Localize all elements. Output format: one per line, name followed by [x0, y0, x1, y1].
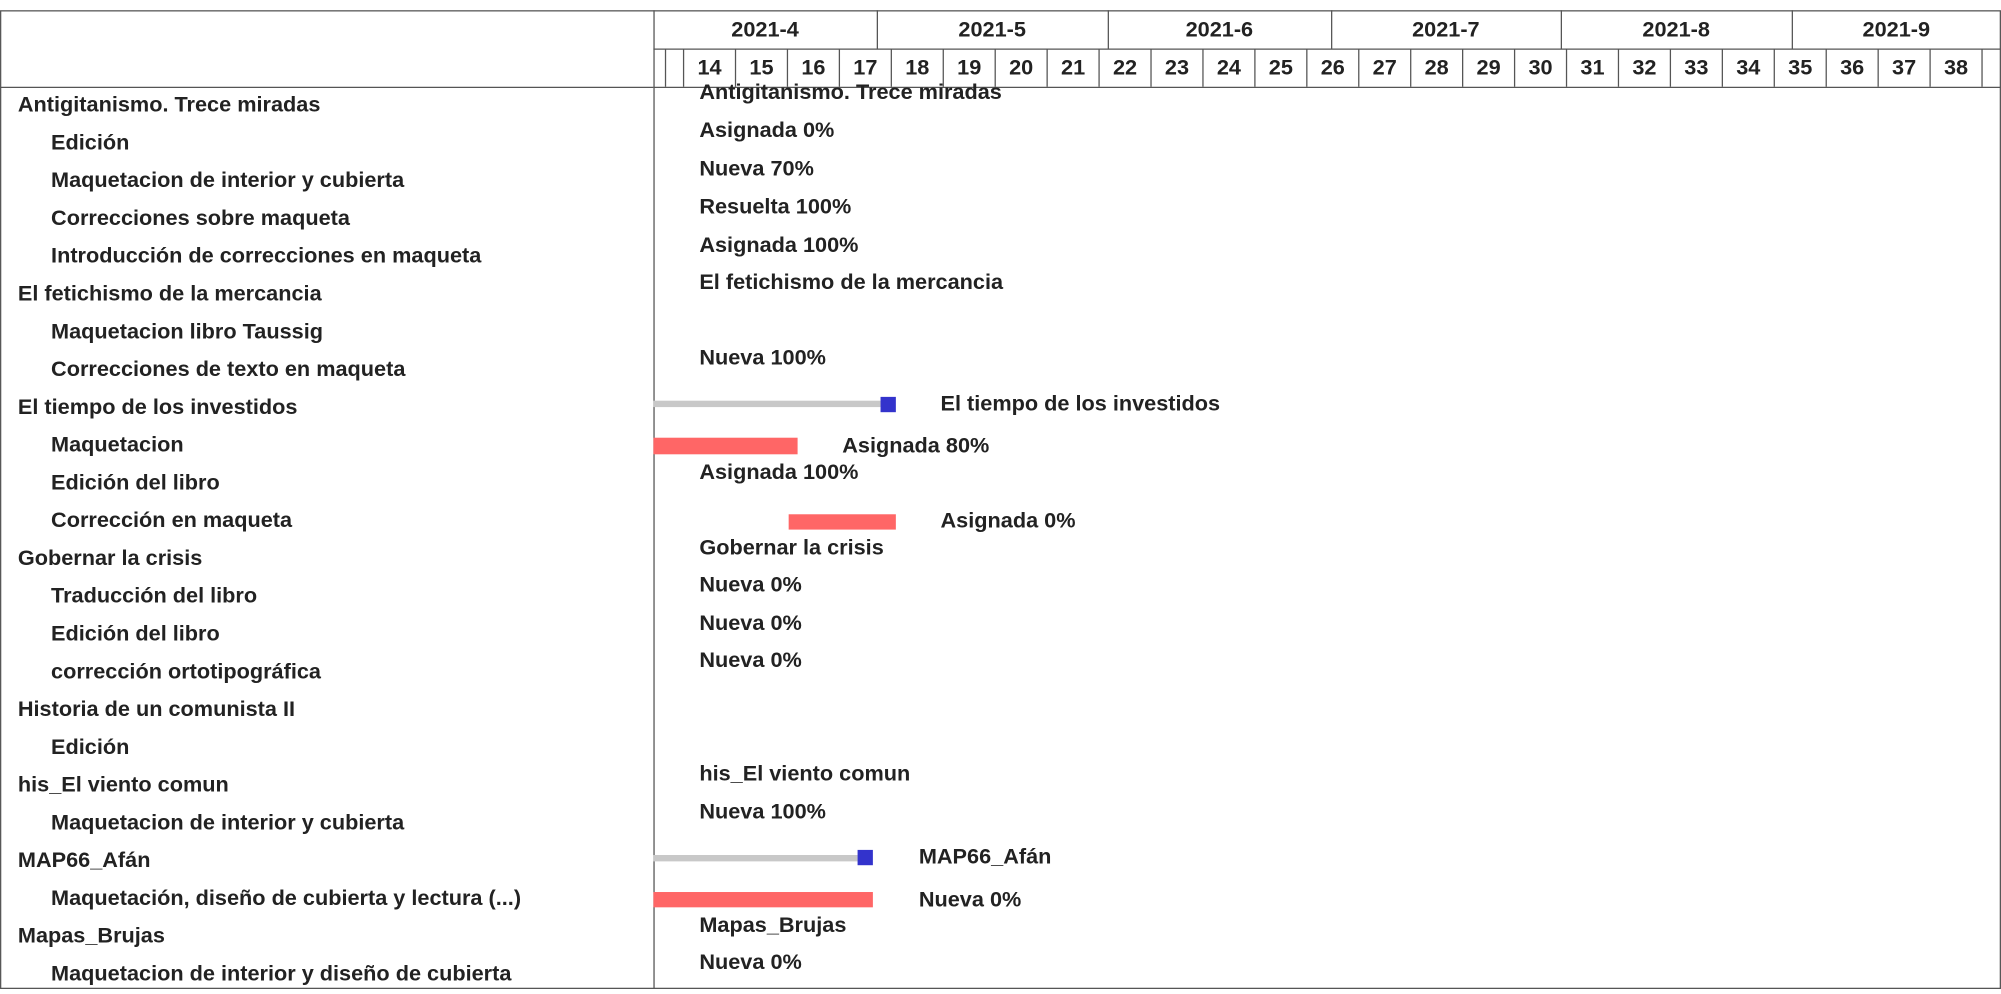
task-name: Edición del libro: [51, 620, 220, 645]
bar-label: Nueva 0%: [919, 887, 1021, 912]
bar-label: Resuelta 100%: [699, 194, 851, 219]
week-label: 31: [1580, 55, 1604, 80]
task-name: Correcciones sobre maqueta: [51, 205, 351, 230]
week-label: 38: [1944, 55, 1968, 80]
week-label: 16: [801, 55, 825, 80]
bar-label: his_El viento comun: [699, 760, 910, 785]
bar-label: Asignada 80%: [842, 432, 989, 457]
task-bar: [653, 892, 873, 908]
task-bar: [788, 514, 896, 530]
month-label: 2021-5: [958, 16, 1026, 41]
month-label: 2021-9: [1863, 16, 1931, 41]
task-name: Maquetacion de interior y diseño de cubi…: [51, 960, 512, 985]
bar-label: Nueva 70%: [699, 155, 814, 180]
task-name: Maquetacion libro Taussig: [51, 318, 323, 343]
bar-label: Asignada 0%: [941, 508, 1076, 533]
week-label: 33: [1684, 55, 1708, 80]
project-bar: [653, 400, 881, 408]
bar-label: Nueva 100%: [699, 799, 826, 824]
month-label: 2021-8: [1642, 16, 1710, 41]
bar-label: Asignada 0%: [699, 117, 834, 142]
task-name: Traducción del libro: [51, 583, 257, 608]
bar-label: El tiempo de los investidos: [941, 390, 1221, 415]
week-label: 35: [1788, 55, 1812, 80]
week-label: 18: [905, 55, 929, 80]
task-name: Maquetacion de interior y cubierta: [51, 809, 405, 834]
bar-label: Antigitanismo. Trece miradas: [699, 79, 1002, 104]
week-label: 25: [1269, 55, 1293, 80]
task-name: Edición: [51, 734, 129, 759]
week-label: 21: [1061, 55, 1085, 80]
week-label: 17: [853, 55, 877, 80]
task-name: Maquetacion: [51, 432, 184, 457]
month-label: 2021-6: [1186, 16, 1254, 41]
week-label: 15: [749, 55, 773, 80]
week-label: 37: [1892, 55, 1916, 80]
bar-label: Asignada 100%: [699, 459, 858, 484]
week-label: 32: [1632, 55, 1656, 80]
bar-label: Gobernar la crisis: [699, 534, 883, 559]
week-label: 19: [957, 55, 981, 80]
month-label: 2021-4: [731, 16, 799, 41]
task-name: Correcciones de texto en maqueta: [51, 356, 406, 381]
task-bar: [653, 437, 798, 455]
week-label: 24: [1217, 55, 1241, 80]
version-marker: [880, 396, 896, 413]
bar-label: Nueva 0%: [699, 610, 801, 635]
week-label: 26: [1321, 55, 1345, 80]
task-name: Edición: [51, 129, 129, 154]
project-name: Historia de un comunista II: [18, 696, 295, 721]
week-label: 29: [1477, 55, 1501, 80]
project-name: El fetichismo de la mercancia: [18, 281, 323, 306]
task-name: Introducción de correcciones en maqueta: [51, 243, 482, 268]
task-name: Edición del libro: [51, 469, 220, 494]
task-name: Maquetacion de interior y cubierta: [51, 167, 405, 192]
project-name: Antigitanismo. Trece miradas: [18, 92, 321, 117]
frame: [0, 10, 2001, 989]
project-name: Gobernar la crisis: [18, 545, 202, 570]
project-name: his_El viento comun: [18, 772, 229, 797]
week-label: 36: [1840, 55, 1864, 80]
week-label: 34: [1736, 55, 1760, 80]
task-name: corrección ortotipográfica: [51, 658, 322, 683]
bar-label: Nueva 100%: [699, 344, 826, 369]
bar-label: MAP66_Afán: [919, 843, 1052, 868]
week-label: 23: [1165, 55, 1189, 80]
month-label: 2021-7: [1412, 16, 1480, 41]
bar-label: Asignada 100%: [699, 232, 858, 257]
task-name: Corrección en maqueta: [51, 507, 293, 532]
version-marker: [857, 849, 873, 866]
bar-label: Nueva 0%: [699, 647, 801, 672]
week-label: 27: [1373, 55, 1397, 80]
project-name: El tiempo de los investidos: [18, 394, 298, 419]
week-label: 22: [1113, 55, 1137, 80]
week-label: 20: [1009, 55, 1033, 80]
task-name: Maquetación, diseño de cubierta y lectur…: [51, 885, 521, 910]
bar-label: Nueva 0%: [699, 571, 801, 596]
week-label: 30: [1528, 55, 1552, 80]
week-label: 28: [1425, 55, 1449, 80]
project-bar: [653, 855, 858, 862]
bar-label: Nueva 0%: [699, 949, 801, 974]
bar-label: Mapas_Brujas: [699, 912, 846, 937]
project-name: Mapas_Brujas: [18, 923, 165, 948]
bar-label: El fetichismo de la mercancia: [699, 269, 1004, 294]
project-name: MAP66_Afán: [18, 847, 151, 872]
week-label: 14: [697, 55, 721, 80]
